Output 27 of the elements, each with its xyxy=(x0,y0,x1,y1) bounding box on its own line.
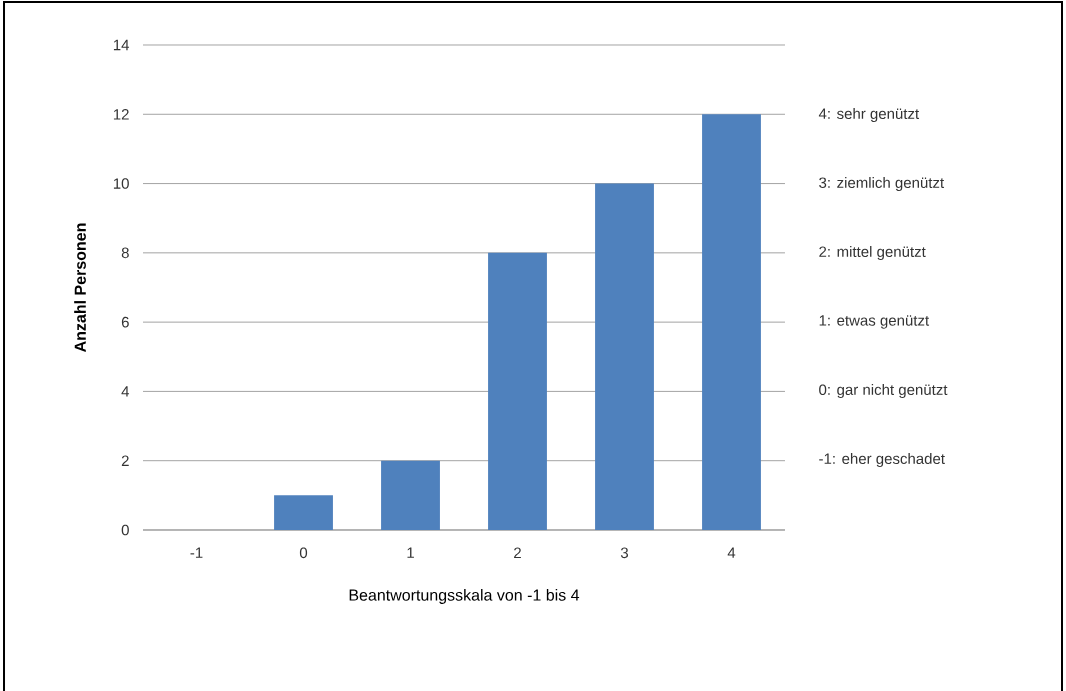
y-tick-label: 8 xyxy=(121,247,129,259)
text: 2: mittel genützt xyxy=(819,246,926,260)
y-tick-label: 4 xyxy=(121,386,130,397)
text: -1: eher geschadet xyxy=(819,453,945,467)
x-tick-label: -1 xyxy=(190,547,203,558)
x-tick-label: 0 xyxy=(299,547,308,559)
text: 4: sehr genützt xyxy=(818,108,920,122)
text: 0: gar nicht genützt xyxy=(819,384,948,398)
y-tick-label: 10 xyxy=(113,178,129,189)
y-tick-label: 14 xyxy=(113,39,130,51)
bar xyxy=(595,183,654,530)
x-tick-label: 1 xyxy=(407,547,414,558)
text: 3: ziemlich genützt xyxy=(819,177,945,191)
x-tick-label: 3 xyxy=(620,547,629,559)
y-tick-label: 6 xyxy=(121,316,129,328)
x-tick-label: 2 xyxy=(514,547,521,558)
y-tick-label: 0 xyxy=(121,524,129,536)
text: 1: etwas genützt xyxy=(819,315,930,329)
x-tick-label: 4 xyxy=(727,547,736,558)
bar xyxy=(381,460,440,530)
bar xyxy=(274,495,333,530)
y-tick-label: 2 xyxy=(121,455,129,466)
x-axis-title: Beantwortungsskala von -1 bis 4 xyxy=(349,589,580,604)
y-tick-label: 12 xyxy=(113,109,129,120)
y-axis-title: Anzahl Personen xyxy=(74,223,86,352)
bar xyxy=(702,114,761,530)
bar xyxy=(488,252,547,530)
